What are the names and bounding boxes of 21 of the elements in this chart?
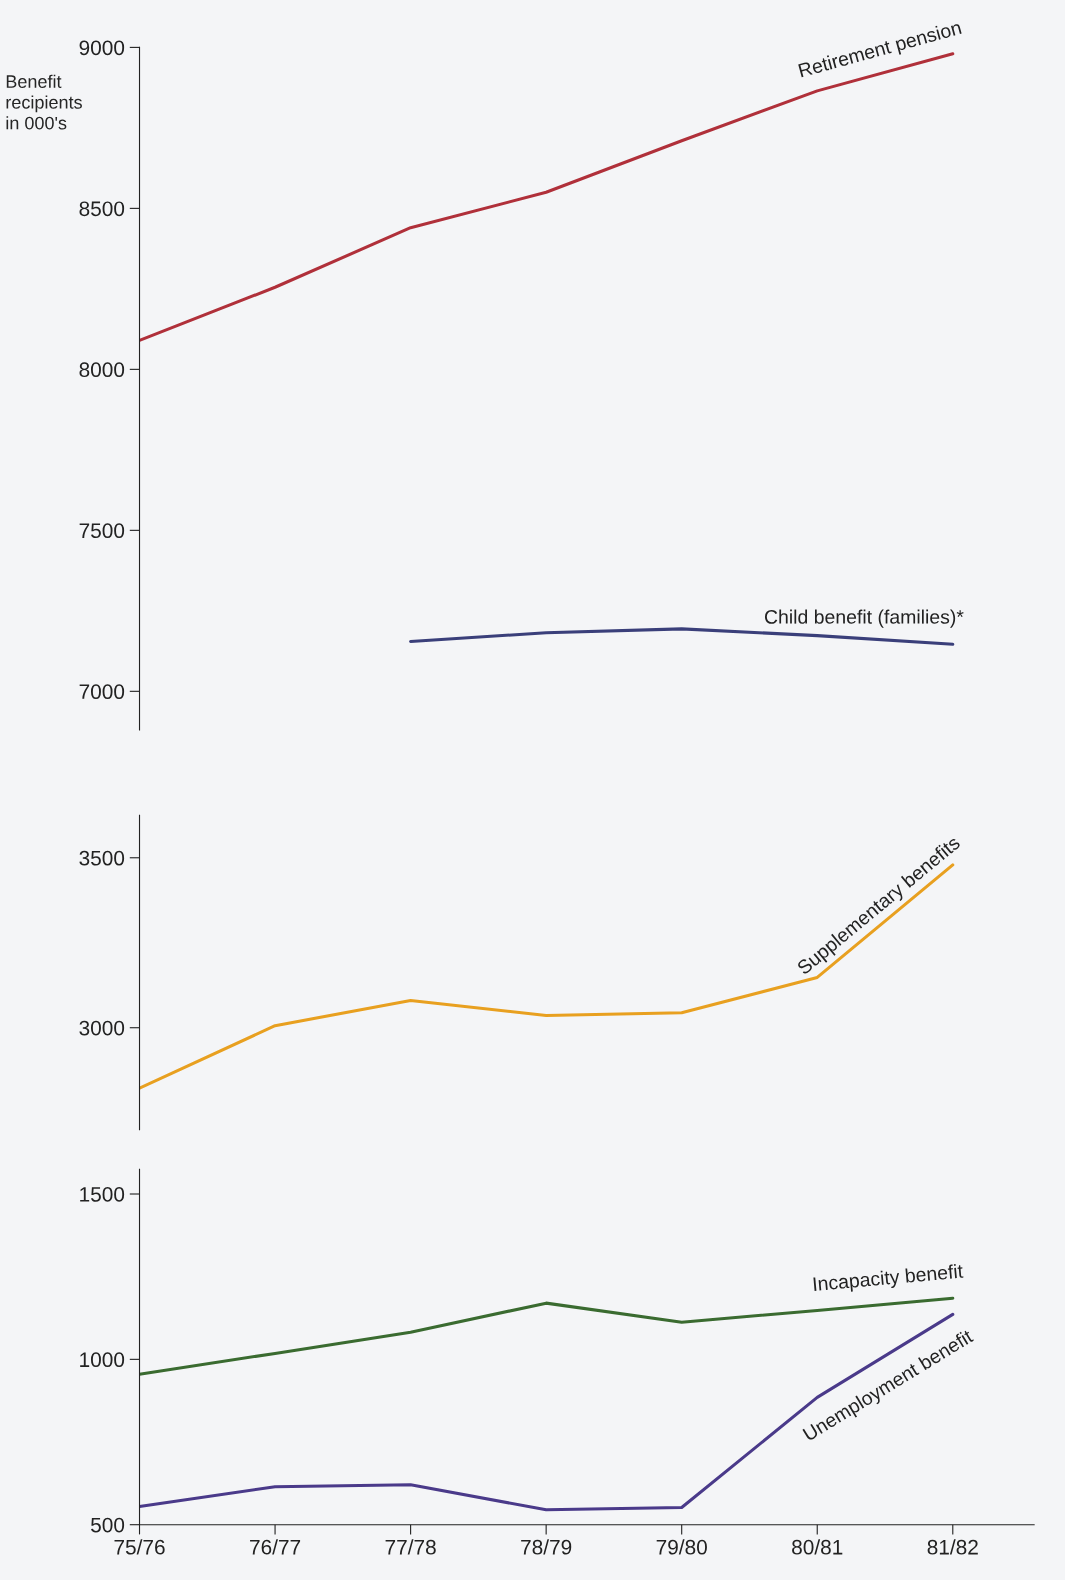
x-tick-label: 75/76	[114, 1539, 165, 1555]
y-tick-label: 8000	[79, 362, 125, 378]
y-tick-label: 7500	[79, 523, 125, 539]
text: Incapacity benefit	[813, 1263, 964, 1295]
line-series	[409, 627, 955, 646]
y-tick-label: 8500	[79, 201, 125, 217]
y-tick-label: 1500	[80, 1187, 125, 1202]
y-tick-label: 500	[91, 1517, 125, 1533]
x-tick-label: 79/80	[656, 1539, 707, 1555]
y-tick-label: 7000	[79, 684, 125, 700]
x-tick-label: 81/82	[927, 1539, 978, 1555]
y-axis-title: Benefit recipients in 000's	[6, 74, 82, 130]
x-tick-label: 76/77	[250, 1539, 301, 1555]
y-tick-label: 3000	[79, 1020, 125, 1036]
x-tick-label: 80/81	[792, 1539, 843, 1555]
x-tick-label: 77/78	[385, 1539, 436, 1555]
x-tick-label: 78/79	[521, 1539, 572, 1555]
y-tick-label: 3500	[79, 850, 125, 866]
y-tick-label: 9000	[79, 40, 125, 56]
series-label: Child benefit (families)*	[764, 609, 964, 628]
y-tick-label: 1000	[80, 1352, 125, 1368]
